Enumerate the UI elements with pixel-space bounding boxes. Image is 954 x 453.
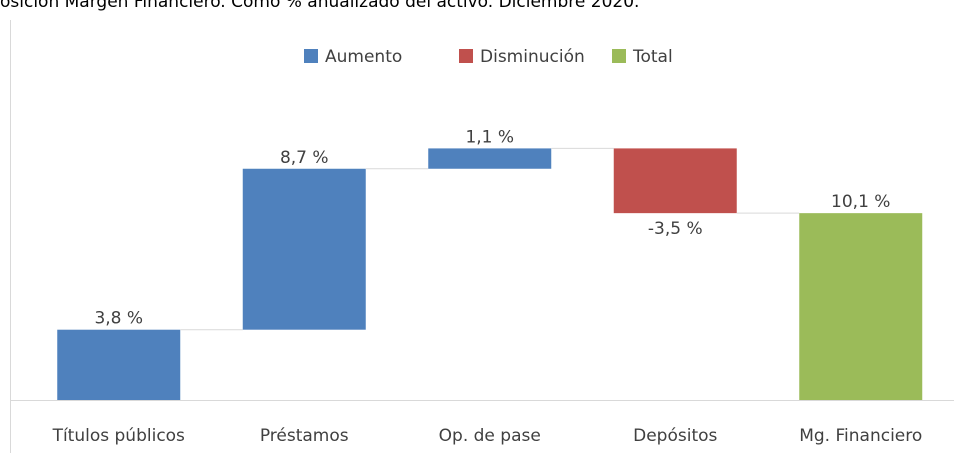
bar — [799, 213, 923, 400]
data-label: 3,8 % — [94, 309, 143, 329]
data-label: 1,1 % — [465, 127, 514, 147]
data-label: -3,5 % — [648, 219, 703, 239]
x-tick-label: Op. de pase — [439, 426, 541, 446]
bar — [613, 148, 737, 214]
data-label: 10,1 % — [831, 192, 890, 212]
legend-label: Aumento — [325, 47, 402, 67]
legend-swatch — [459, 49, 473, 63]
bar — [428, 148, 552, 169]
chart-title: osición Margen Financiero. Como % anuali… — [0, 0, 639, 12]
data-label: 8,7 % — [280, 148, 329, 168]
legend-swatch — [304, 49, 318, 63]
x-tick-label: Títulos públicos — [52, 426, 185, 446]
legend-label: Disminución — [480, 47, 585, 67]
legend-label: Total — [632, 47, 673, 67]
legend-swatch — [612, 49, 626, 63]
x-tick-label: Mg. Financiero — [799, 426, 922, 446]
bar — [242, 168, 366, 330]
bar — [57, 329, 181, 400]
x-tick-label: Préstamos — [260, 426, 349, 446]
x-tick-label: Depósitos — [633, 426, 717, 446]
